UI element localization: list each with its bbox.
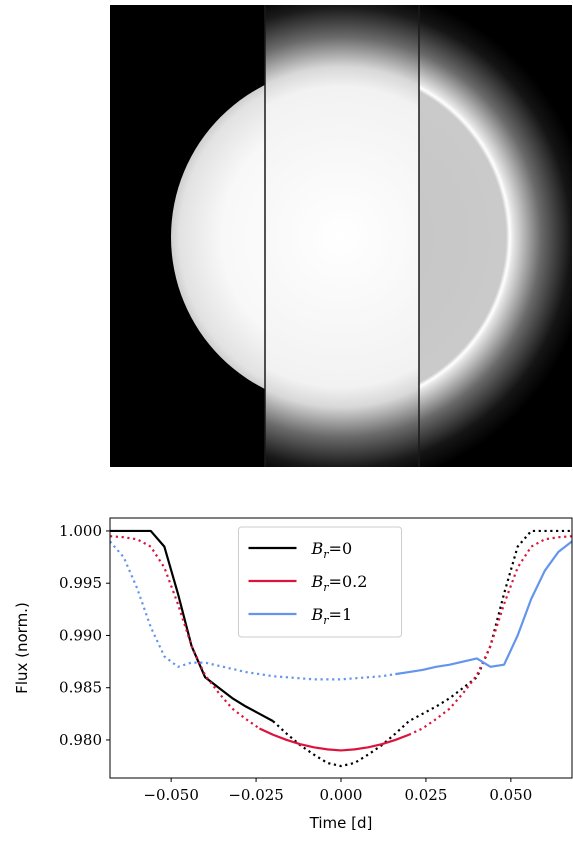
series-line <box>272 529 572 768</box>
series-line <box>110 540 396 681</box>
x-axis-label: Time [d] <box>309 814 373 832</box>
y-tick-label: 0.985 <box>59 679 102 697</box>
series-line <box>395 540 572 676</box>
legend-box <box>238 526 402 638</box>
legend: Br=0 Br=0.2 Br=1 <box>238 526 402 638</box>
plot-area: Time [d] Flux (norm.) −0.050 −0.025 0.000 0… <box>13 517 573 832</box>
y-axis-label: Flux (norm.) <box>13 602 31 694</box>
x-tick-label: 0.025 <box>404 786 447 804</box>
x-tick-label: −0.050 <box>143 786 199 804</box>
axes-frame <box>109 517 573 779</box>
y-tick-label: 0.980 <box>59 731 102 749</box>
y-tick-label: 0.990 <box>59 626 102 644</box>
x-tick-label: 0.000 <box>320 786 363 804</box>
x-tick-label: 0.050 <box>489 786 532 804</box>
star-image <box>110 5 572 467</box>
legend-label: Br=0 <box>311 539 353 561</box>
y-tick-label: 0.995 <box>59 574 102 592</box>
x-tick-label: −0.025 <box>228 786 284 804</box>
y-tick-label: 1.000 <box>59 522 102 540</box>
series-line <box>259 727 410 752</box>
legend-label: Br=1 <box>311 605 353 627</box>
series-line <box>110 529 274 723</box>
legend-label: Br=0.2 <box>311 572 368 594</box>
lines <box>110 529 572 768</box>
series-line <box>110 535 261 730</box>
